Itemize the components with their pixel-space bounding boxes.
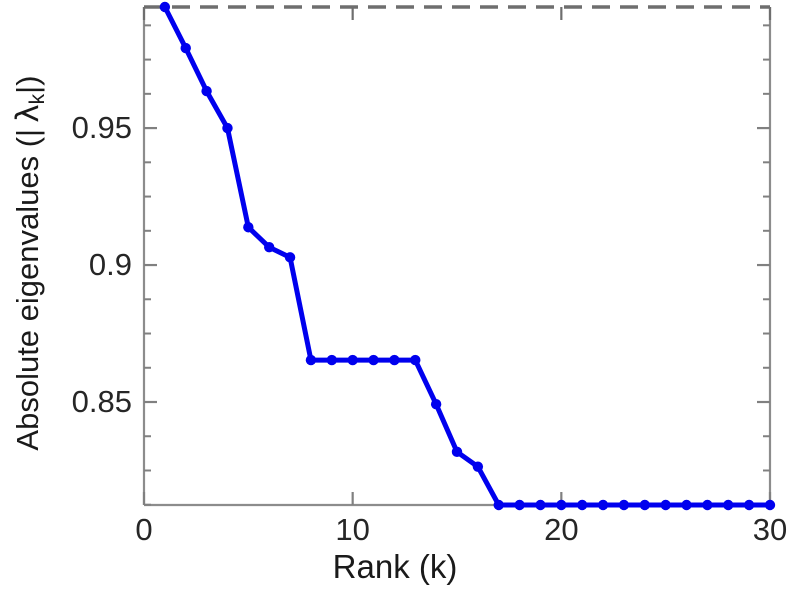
axes-box xyxy=(142,5,772,507)
data-point[interactable] xyxy=(577,499,588,511)
data-point[interactable] xyxy=(430,398,442,410)
x-tick-label: 0 xyxy=(135,512,153,547)
data-point[interactable] xyxy=(764,499,776,511)
x-axis-title: Rank (k) xyxy=(332,548,458,585)
data-point[interactable] xyxy=(326,354,337,366)
data-point[interactable] xyxy=(305,354,317,366)
data-point[interactable] xyxy=(702,499,713,511)
data-point[interactable] xyxy=(389,354,400,366)
data-point[interactable] xyxy=(597,499,609,511)
series-line-0 xyxy=(162,4,773,508)
axis-ticks xyxy=(142,7,772,506)
data-point[interactable] xyxy=(723,499,734,511)
y-tick-label: 0.9 xyxy=(88,247,132,283)
y-tick-label: 0.85 xyxy=(71,384,132,419)
x-tick-label: 20 xyxy=(544,512,579,547)
data-point[interactable] xyxy=(535,499,546,511)
data-point[interactable] xyxy=(743,499,755,511)
data-point[interactable] xyxy=(556,499,567,511)
data-point[interactable] xyxy=(368,354,379,366)
data-point[interactable] xyxy=(159,1,171,13)
data-point[interactable] xyxy=(472,461,484,472)
data-point[interactable] xyxy=(618,499,630,511)
data-point[interactable] xyxy=(493,499,504,511)
y-tick-label: 0.95 xyxy=(71,110,132,146)
data-point[interactable] xyxy=(347,354,358,366)
data-point[interactable] xyxy=(681,499,692,511)
x-tick-label: 10 xyxy=(335,512,370,547)
data-point[interactable] xyxy=(284,252,296,263)
data-point[interactable] xyxy=(410,354,421,366)
x-tick-label: 30 xyxy=(752,512,788,547)
data-point[interactable] xyxy=(264,242,275,253)
data-point[interactable] xyxy=(201,85,212,97)
data-point[interactable] xyxy=(180,42,191,54)
data-point[interactable] xyxy=(451,446,463,458)
data-point[interactable] xyxy=(222,122,233,134)
data-series-layer xyxy=(159,1,776,511)
data-point[interactable] xyxy=(243,222,254,233)
data-point[interactable] xyxy=(639,499,650,511)
data-point[interactable] xyxy=(514,499,525,511)
data-point[interactable] xyxy=(660,499,671,511)
